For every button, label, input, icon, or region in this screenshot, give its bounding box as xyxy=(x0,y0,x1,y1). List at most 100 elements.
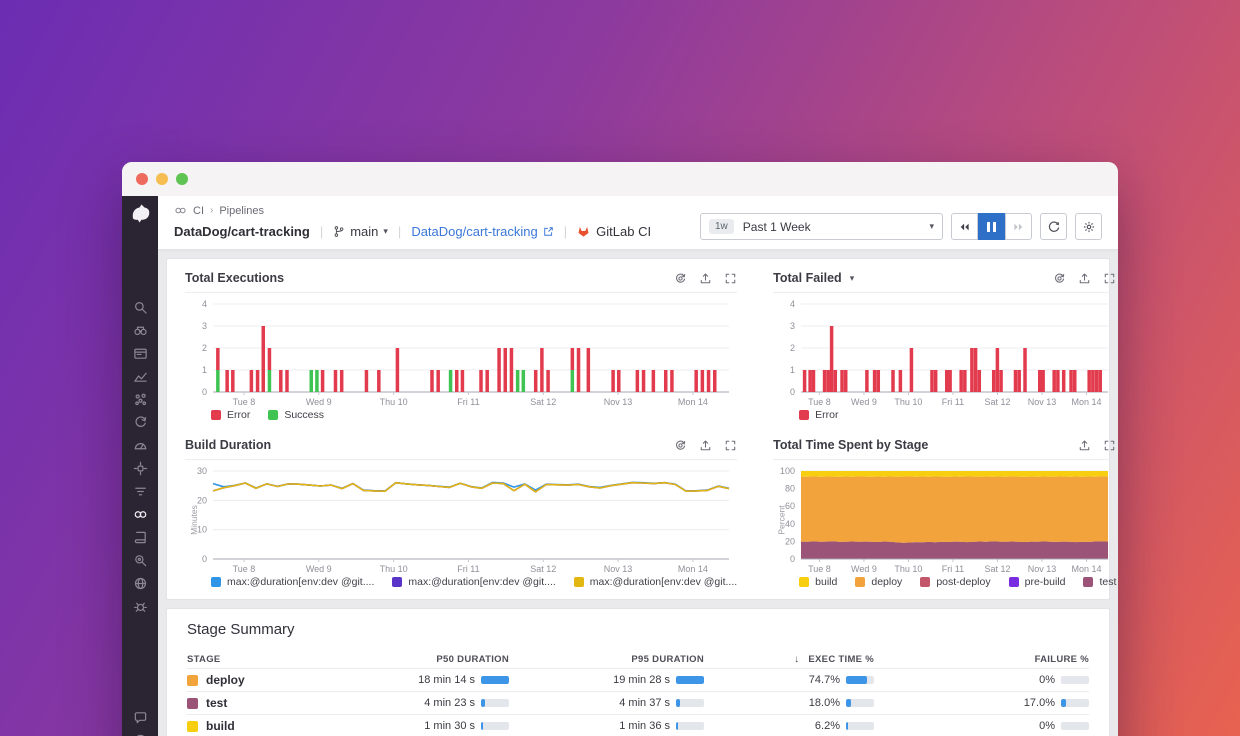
breadcrumb-section[interactable]: CI xyxy=(193,204,204,217)
rewind-icon xyxy=(960,223,969,230)
svg-text:20: 20 xyxy=(197,495,207,505)
column-header-exec-time[interactable]: ↓ EXEC TIME % xyxy=(794,653,874,665)
legend-item[interactable]: deploy xyxy=(855,576,902,588)
fullscreen-icon[interactable] xyxy=(724,439,737,452)
legend-item[interactable]: pre-build xyxy=(1008,576,1066,588)
legend-item[interactable]: post-deploy xyxy=(920,576,991,588)
stage-name[interactable]: deploy xyxy=(206,673,245,687)
svg-text:Wed 9: Wed 9 xyxy=(306,564,332,574)
svg-text:Tue 8: Tue 8 xyxy=(233,564,256,574)
svg-text:4: 4 xyxy=(202,299,207,309)
table-row[interactable]: deploy 18 min 14 s 19 min 28 s 74.7% 0% xyxy=(187,668,1089,691)
panel-title: Total Executions xyxy=(185,271,285,285)
stage-name[interactable]: build xyxy=(206,719,235,733)
export-icon[interactable] xyxy=(1078,272,1091,285)
panel-title: Total Failed xyxy=(773,271,842,285)
minimize-window-button[interactable] xyxy=(156,173,168,185)
svg-text:Thu 10: Thu 10 xyxy=(380,397,408,407)
svg-text:Thu 10: Thu 10 xyxy=(895,397,923,407)
p50-duration-cell: 4 min 23 s xyxy=(339,697,509,709)
svg-text:0: 0 xyxy=(202,554,207,564)
legend-item[interactable]: max:@duration[env:dev @git.... xyxy=(392,576,556,588)
branch-selector[interactable]: main ▾ xyxy=(333,224,388,239)
sidebar-bottom-icons xyxy=(133,710,148,736)
events-icon[interactable] xyxy=(133,346,148,361)
panel-title-dropdown[interactable]: ▾ xyxy=(849,272,855,283)
stage-color-swatch xyxy=(187,697,198,709)
export-icon[interactable] xyxy=(699,272,712,285)
svg-text:0: 0 xyxy=(790,387,795,397)
fullscreen-icon[interactable] xyxy=(1103,439,1116,452)
column-header-p50[interactable]: P50 DURATION xyxy=(436,653,509,665)
close-window-button[interactable] xyxy=(136,173,148,185)
build-duration-chart[interactable]: Minutes 0 10 20 30 Tue 8 Wed 9 Thu 10 Fri 11 Sat… xyxy=(185,465,737,575)
breadcrumb-page[interactable]: Pipelines xyxy=(219,204,264,217)
search-icon[interactable] xyxy=(133,300,148,315)
chat-icon[interactable] xyxy=(133,710,148,725)
security-scan-icon[interactable] xyxy=(133,553,148,568)
time-by-stage-chart[interactable]: Percent 0 20 40 60 80 100 Tue 8 Wed 9 Thu 10 Fri … xyxy=(773,465,1116,575)
bug-tracker-icon[interactable] xyxy=(133,599,148,614)
table-row[interactable]: test 4 min 23 s 4 min 37 s 18.0% 17.0% xyxy=(187,691,1089,714)
svg-text:30: 30 xyxy=(197,466,207,476)
exec-time-cell-bar xyxy=(846,699,874,707)
panel-total-failed: Total Failed ▾ 0 1 2 3 4 Tue 8 Wed 9 Thu 10 Fri … xyxy=(755,261,1118,428)
legend-item[interactable]: Error xyxy=(211,409,250,421)
svg-text:Tue 8: Tue 8 xyxy=(808,397,831,407)
charts-panel: Total Executions 0 1 2 3 4 Tue 8 Wed 9 Thu 10 Fr… xyxy=(166,258,1117,600)
configure-graph-icon[interactable] xyxy=(1053,272,1066,285)
legend-item[interactable]: test xyxy=(1083,576,1116,588)
column-header-p95[interactable]: P95 DURATION xyxy=(631,653,704,665)
export-icon[interactable] xyxy=(1078,439,1091,452)
configure-graph-icon[interactable] xyxy=(674,272,687,285)
legend-item[interactable]: max:@duration[env:dev @git.... xyxy=(211,576,374,588)
legend-item[interactable]: Error xyxy=(799,409,839,421)
svg-text:Mon 14: Mon 14 xyxy=(1072,397,1102,407)
metrics-icon[interactable] xyxy=(133,369,148,384)
help-icon[interactable] xyxy=(133,733,148,736)
total-failed-chart[interactable]: 0 1 2 3 4 Tue 8 Wed 9 Thu 10 Fri 11 Sat 12 Nov 13 M… xyxy=(773,298,1116,408)
maximize-window-button[interactable] xyxy=(176,173,188,185)
table-row[interactable]: build 1 min 30 s 1 min 36 s 6.2% 0% xyxy=(187,714,1089,736)
datadog-logo-icon[interactable] xyxy=(128,201,152,230)
svg-text:Fri 11: Fri 11 xyxy=(457,564,479,574)
time-range-select[interactable]: 1w Past 1 Week ▾ xyxy=(700,213,943,240)
fullscreen-icon[interactable] xyxy=(724,272,737,285)
svg-text:Thu 10: Thu 10 xyxy=(895,564,923,574)
service-map-icon[interactable] xyxy=(133,392,148,407)
logs-icon[interactable] xyxy=(133,530,148,545)
settings-button[interactable] xyxy=(1075,213,1102,240)
time-backward-button[interactable] xyxy=(951,213,978,240)
column-header-stage[interactable]: STAGE xyxy=(187,653,221,665)
time-forward-button[interactable] xyxy=(1005,213,1032,240)
configure-graph-icon[interactable] xyxy=(674,439,687,452)
watchdog-icon[interactable] xyxy=(133,323,148,338)
column-header-failure[interactable]: FAILURE % xyxy=(1034,653,1089,665)
fullscreen-icon[interactable] xyxy=(1103,272,1116,285)
svg-text:Sat 12: Sat 12 xyxy=(985,564,1011,574)
total-executions-chart[interactable]: 0 1 2 3 4 Tue 8 Wed 9 Thu 10 Fri 11 Sat 12 Nov 13 M… xyxy=(185,298,737,408)
legend-item[interactable]: build xyxy=(799,576,837,588)
repo-external-link[interactable]: DataDog/cart-tracking xyxy=(411,224,553,239)
time-pause-button[interactable] xyxy=(978,213,1005,240)
legend-label: pre-build xyxy=(1024,576,1066,588)
legend-label: post-deploy xyxy=(936,576,991,588)
legend-item[interactable]: Success xyxy=(268,409,324,421)
monitors-icon[interactable] xyxy=(133,415,148,430)
stage-name[interactable]: test xyxy=(206,696,228,710)
svg-text:Mon 14: Mon 14 xyxy=(1072,564,1102,574)
svg-text:Tue 8: Tue 8 xyxy=(808,564,831,574)
legend-item[interactable]: max:@duration[env:dev @git.... xyxy=(573,576,737,588)
export-icon[interactable] xyxy=(699,439,712,452)
posture-icon[interactable] xyxy=(133,576,148,591)
filters-icon[interactable] xyxy=(133,484,148,499)
p50-duration-cell: 18 min 14 s xyxy=(339,674,509,686)
branch-label: main xyxy=(350,224,379,239)
dashboards-icon[interactable] xyxy=(133,438,148,453)
window-titlebar xyxy=(122,162,1118,196)
svg-text:80: 80 xyxy=(785,484,795,494)
refresh-button[interactable] xyxy=(1040,213,1067,240)
ci-pipelines-icon[interactable] xyxy=(133,507,148,522)
svg-text:3: 3 xyxy=(202,321,207,331)
infrastructure-icon[interactable] xyxy=(133,461,148,476)
